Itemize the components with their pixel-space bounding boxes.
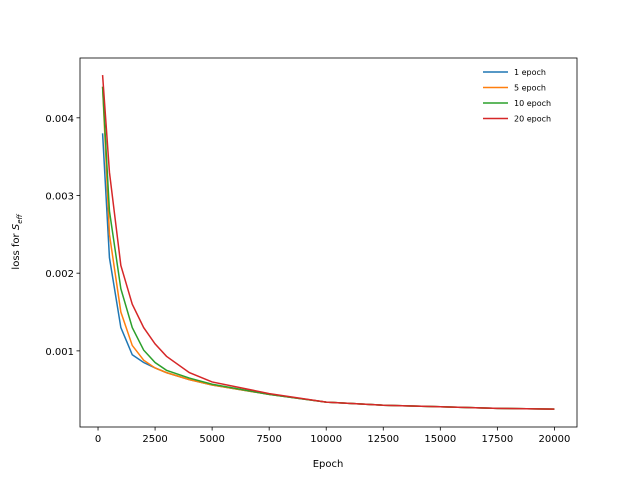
x-tick-label: 0 bbox=[95, 434, 101, 445]
x-tick-label: 5000 bbox=[199, 434, 224, 445]
plot-frame bbox=[79, 57, 578, 428]
legend-label: 20 epoch bbox=[514, 115, 551, 124]
x-tick-label: 2500 bbox=[142, 434, 167, 445]
x-tick-label: 7500 bbox=[256, 434, 281, 445]
y-tick-label: 0.001 bbox=[45, 347, 74, 358]
legend-label: 10 epoch bbox=[514, 99, 551, 108]
y-tick-label: 0.003 bbox=[45, 192, 74, 203]
x-tick-label: 20000 bbox=[539, 434, 571, 445]
x-tick-label: 10000 bbox=[310, 434, 342, 445]
x-axis-label: Epoch bbox=[313, 459, 344, 470]
legend-label: 1 epoch bbox=[514, 68, 546, 77]
y-tick-label: 0.004 bbox=[45, 114, 74, 125]
y-tick-label: 0.002 bbox=[45, 269, 74, 280]
y-label-text: loss for bbox=[11, 232, 22, 269]
line-series bbox=[101, 75, 555, 410]
x-tick-label: 17500 bbox=[481, 434, 513, 445]
y-axis-label: loss for Seff bbox=[11, 213, 24, 269]
y-label-subscript: eff bbox=[16, 213, 24, 223]
y-label-symbol: S bbox=[11, 223, 22, 230]
x-tick-label: 15000 bbox=[424, 434, 456, 445]
x-tick-label: 12500 bbox=[367, 434, 399, 445]
legend-label: 5 epoch bbox=[514, 84, 546, 93]
